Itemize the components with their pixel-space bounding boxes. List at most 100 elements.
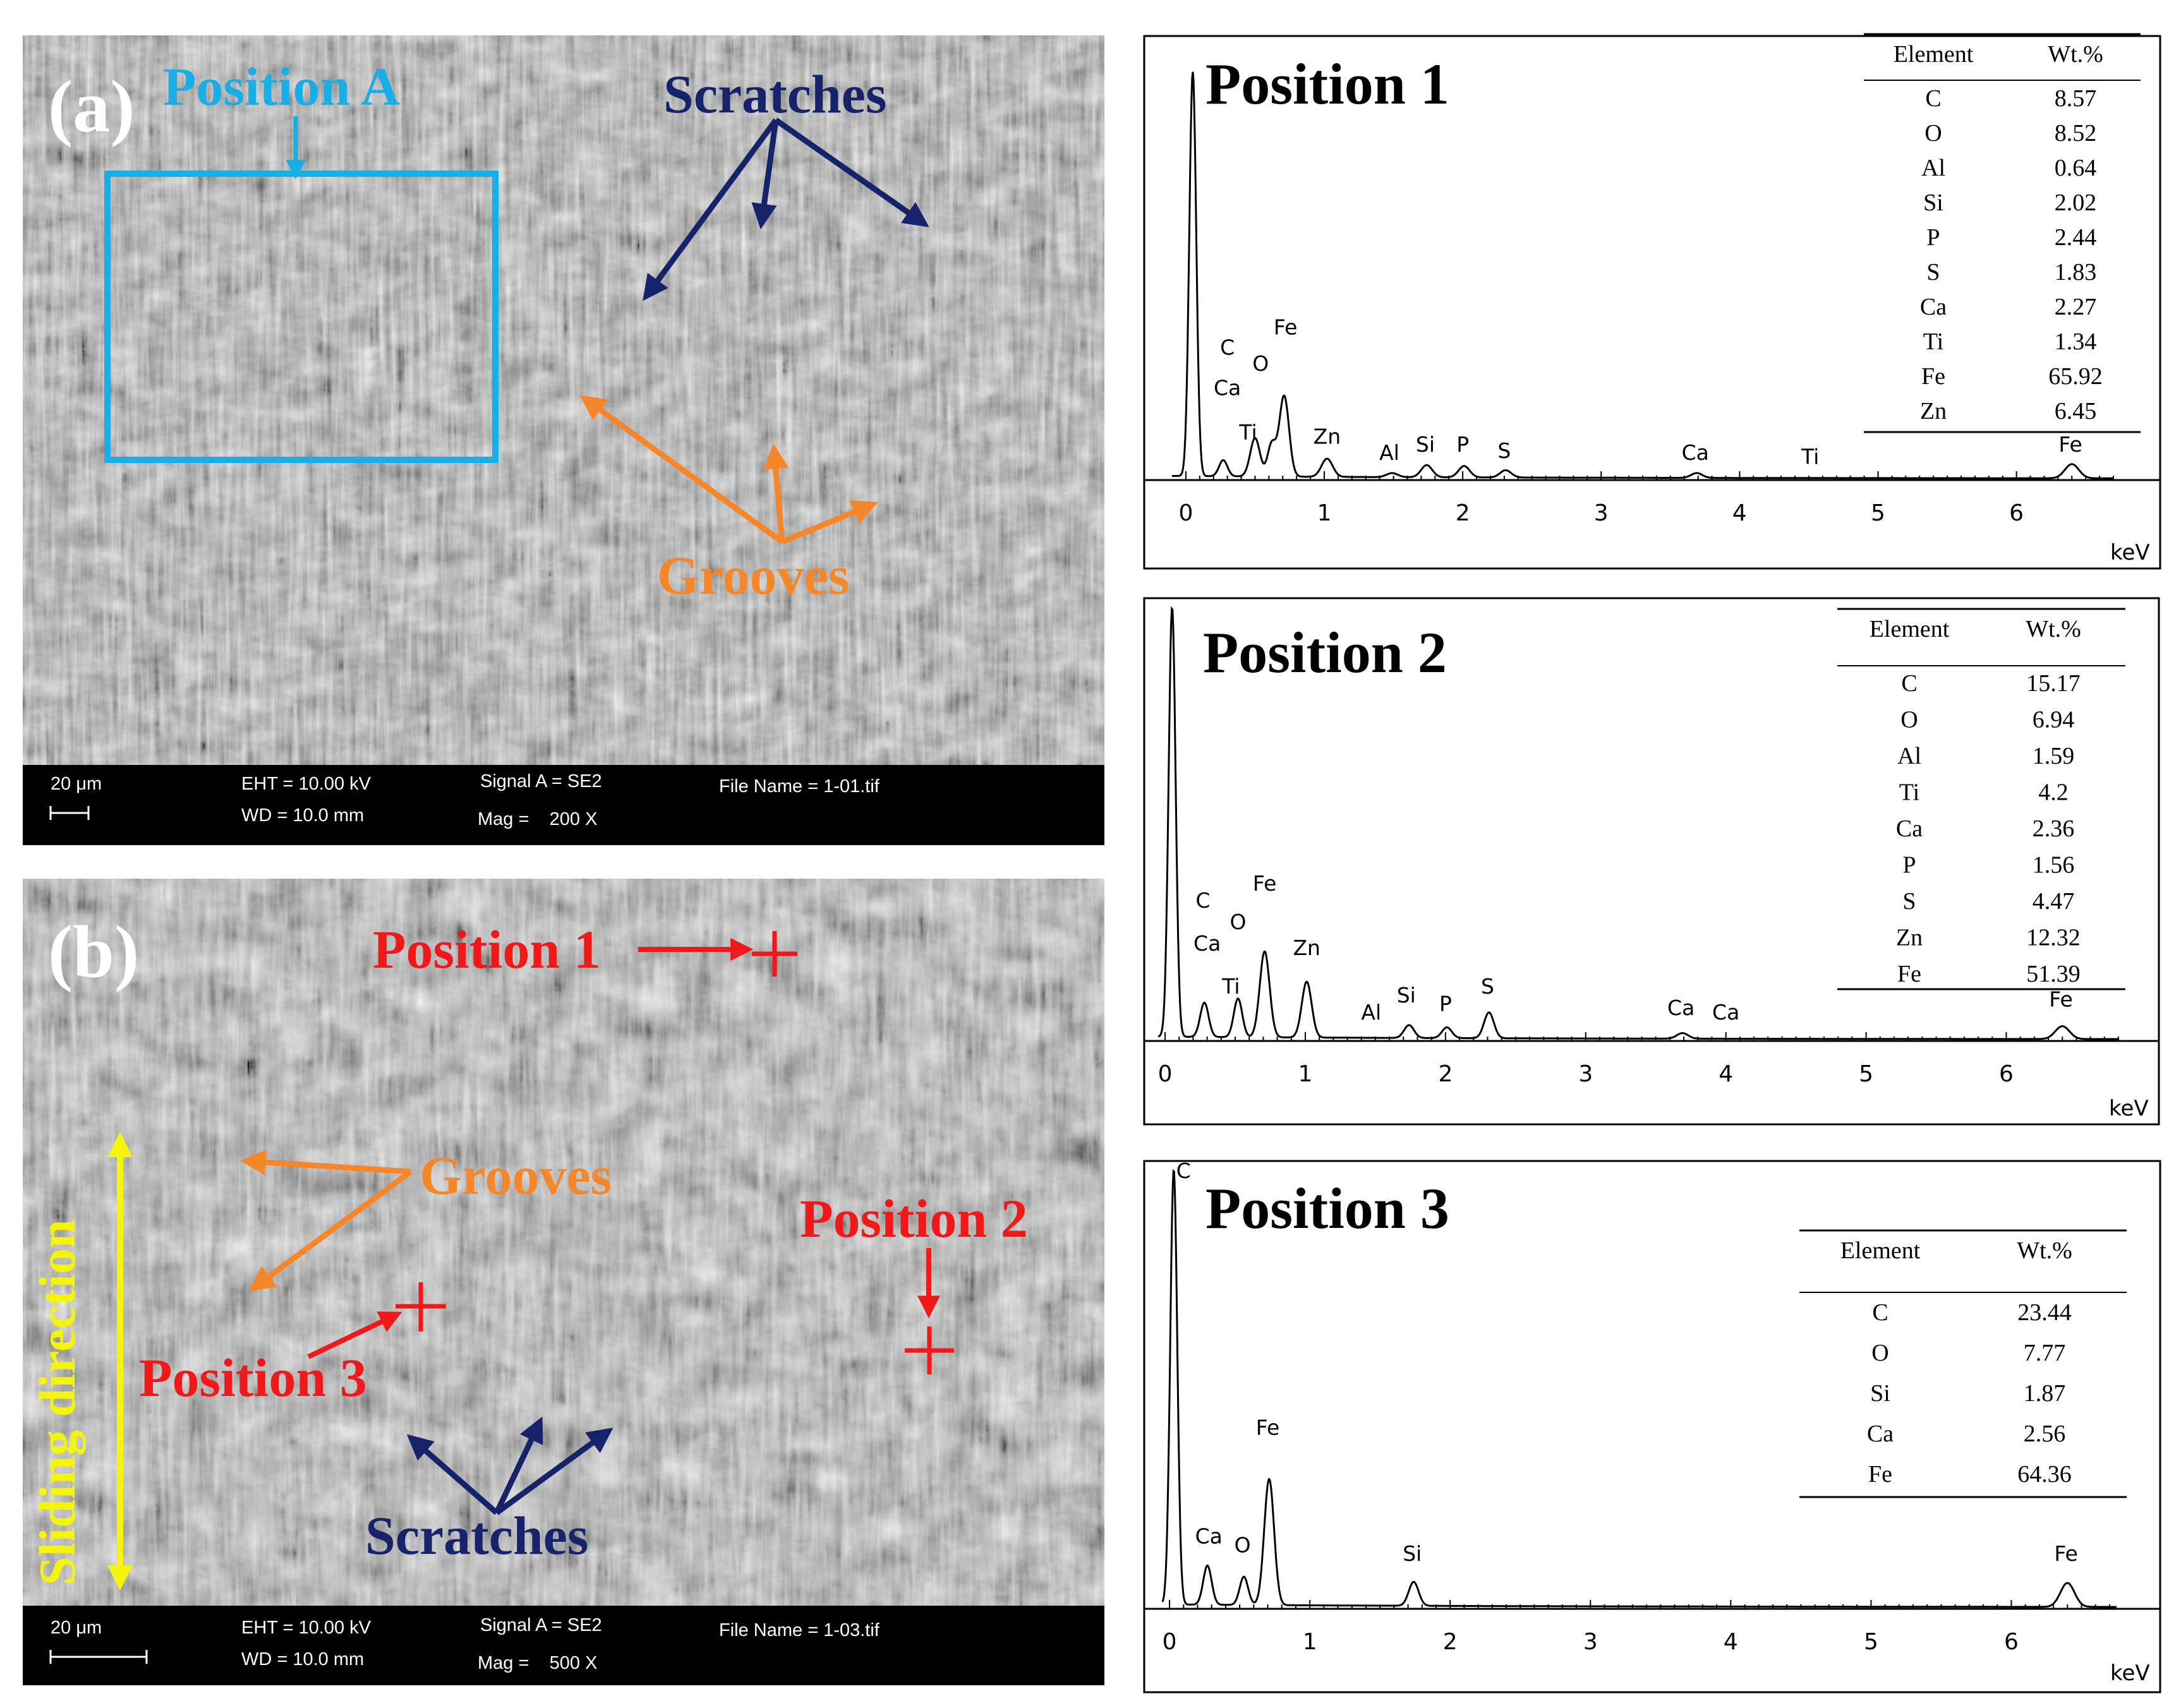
info-bar-a: [23, 765, 1104, 845]
eds-xlabel-3: keV: [2110, 1661, 2150, 1686]
scale-text-a: 20 μm: [51, 774, 102, 794]
grooves-label-a: Grooves: [657, 545, 849, 606]
eds-peak-label: Fe: [1256, 1415, 1279, 1440]
eds-peak-label: Ca: [1667, 995, 1695, 1020]
eds-table-element: Ti: [1899, 779, 1919, 806]
eds-peak-label: Ca: [1682, 440, 1709, 465]
eht-text-b: EHT = 10.00 kV: [241, 1618, 372, 1638]
eds-table-value: 4.47: [2033, 888, 2075, 915]
eds-peak-label: Ti: [1801, 444, 1819, 469]
eds-table-value: 1.59: [2033, 743, 2075, 769]
eds-table-element: Zn: [1920, 398, 1947, 424]
sem-image-a: [23, 35, 1104, 765]
eds-frame-3: [1143, 1160, 2161, 1693]
eds-frame-2: [1143, 597, 2160, 1126]
eds-table-value: 2.44: [2055, 224, 2097, 251]
eds-title-3: Position 3: [1205, 1176, 1449, 1241]
eds-table-element: Si: [1870, 1380, 1890, 1407]
eds-peak-label: Fe: [1274, 315, 1297, 340]
eds-peak-label: O: [1235, 1532, 1251, 1557]
panel-label-a: (a): [48, 65, 135, 148]
eds-x-tick-label: 5: [1871, 500, 1885, 526]
wd-text-a: WD = 10.0 mm: [241, 805, 364, 826]
eds-peak-label: Al: [1361, 1000, 1381, 1025]
panel-b: 20 μm EHT = 10.00 kV WD = 10.0 mm Signal…: [23, 879, 1104, 1685]
eds-peak-label: Fe: [2054, 1541, 2077, 1566]
eds-table-value: 15.17: [2026, 670, 2081, 697]
eds-table-value: 64.36: [2017, 1461, 2072, 1488]
eds-table-value: 1.56: [2033, 852, 2075, 879]
position-1-label: Position 1: [373, 919, 601, 980]
eds-x-tick-label: 5: [1864, 1629, 1878, 1655]
eds-spectrum-line-2: [1157, 606, 2118, 1040]
eds-x-tick-label: 4: [1719, 1061, 1733, 1087]
scratches-label-b: Scratches: [365, 1505, 588, 1566]
eds-x-tick-labels-2: 0 1 2 3 4 5 6: [1158, 1061, 2014, 1087]
eds-table-2: Element Wt.% C 15.17 O 6.94 Al 1.59 Ti 4.2 Ca 2.36 P…: [1837, 608, 2125, 990]
eds-table-header: Element: [1870, 616, 1950, 642]
position-2-label: Position 2: [800, 1188, 1028, 1249]
eds-xlabel-2: keV: [2109, 1096, 2149, 1121]
eds-peak-label: Si: [1416, 432, 1435, 457]
eds-table-element: S: [1926, 259, 1940, 286]
eds-x-tick-labels-3: 0 1 2 3 4 5 6: [1163, 1629, 2019, 1655]
eds-peak-label: Zn: [1314, 424, 1341, 448]
eds-table-element: Ca: [1867, 1421, 1894, 1447]
eds-peak-label: Ca: [1214, 376, 1241, 400]
eds-table-element: P: [1926, 224, 1940, 251]
eds-table-header: Element: [1894, 41, 1974, 68]
eds-table-element: Ca: [1896, 815, 1923, 842]
eds-panel-3: C Ca O Fe Si Fe 0 1 2 3 4 5 6 keV Position 3 Elemen…: [1143, 1158, 2161, 1693]
grooves-arrows-b: [239, 1149, 413, 1292]
eds-peak-label: O: [1229, 910, 1246, 934]
eds-peak-label: Si: [1403, 1541, 1422, 1566]
eds-table-value: 1.83: [2055, 259, 2097, 286]
filename-text-a: File Name = 1-01.tif: [719, 776, 880, 797]
eds-table-element: Ca: [1920, 294, 1947, 320]
eds-peak-label: Al: [1379, 440, 1399, 465]
eds-spectrum-line-3: [1161, 1169, 2117, 1608]
eds-table-header: Wt.%: [2017, 1237, 2072, 1264]
eds-x-tick-label: 1: [1303, 1629, 1317, 1655]
position-a-box: [104, 171, 498, 463]
eds-table-element: O: [1900, 707, 1918, 733]
eds-x-tick-labels-1: 0 1 2 3 4 5 6: [1178, 500, 2024, 526]
mag-text-b: Mag = 500 X: [478, 1653, 597, 1673]
eds-x-tick-label: 0: [1178, 500, 1193, 526]
panel-a: 20 μm EHT = 10.00 kV WD = 10.0 mm Signal…: [23, 35, 1104, 845]
eds-x-tick-label: 6: [1999, 1061, 2014, 1087]
position-3-cross: [396, 1282, 446, 1332]
eht-text-a: EHT = 10.00 kV: [241, 774, 372, 794]
eds-table-element: Al: [1897, 743, 1921, 769]
scratches-arrows-b: [406, 1416, 613, 1515]
eds-xlabel-1: keV: [2110, 540, 2150, 565]
position-3-label: Position 3: [139, 1347, 367, 1408]
eds-table-element: Al: [1921, 155, 1945, 181]
eds-table-element: O: [1871, 1340, 1888, 1366]
eds-table-element: Fe: [1921, 363, 1945, 390]
eds-table-header: Wt.%: [2026, 616, 2081, 642]
eds-title-2: Position 2: [1203, 620, 1447, 685]
eds-table-header: Element: [1840, 1237, 1921, 1264]
eds-table-value: 2.02: [2055, 189, 2097, 216]
eds-table-value: 2.36: [2033, 815, 2075, 842]
eds-table-element: S: [1902, 888, 1916, 915]
eds-peak-label: S: [1481, 974, 1494, 999]
eds-table-value: 2.27: [2055, 294, 2097, 320]
grooves-arrows-a: [579, 395, 878, 545]
scale-bar-b: [49, 1650, 148, 1664]
eds-peak-label: Fe: [2058, 432, 2082, 457]
eds-table-element: O: [1924, 120, 1942, 147]
wd-text-b: WD = 10.0 mm: [241, 1649, 364, 1669]
eds-table-element: P: [1902, 852, 1916, 879]
eds-x-tick-label: 1: [1298, 1061, 1313, 1087]
eds-peak-label: Ca: [1195, 1524, 1223, 1549]
eds-peak-label: C: [1195, 888, 1210, 913]
position-3-arrow: [307, 1311, 402, 1359]
mag-text-a: Mag = 200 X: [478, 809, 597, 829]
eds-table-value: 8.57: [2055, 85, 2097, 112]
eds-x-tick-label: 4: [1724, 1629, 1738, 1655]
